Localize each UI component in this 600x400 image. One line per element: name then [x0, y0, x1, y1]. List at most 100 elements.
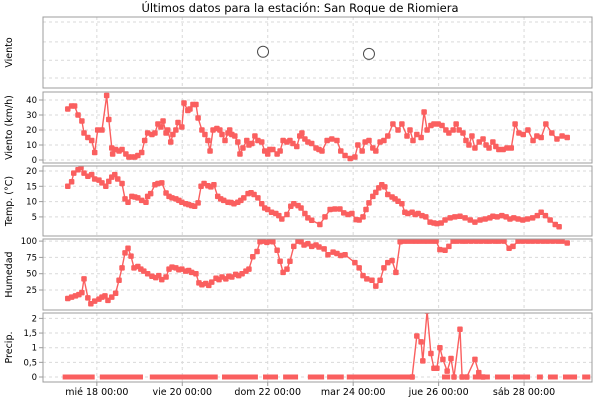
data-point: [220, 197, 227, 204]
precip-zero-band: [283, 374, 299, 380]
panel-hum: 25 50 75 100 Humedad: [4, 237, 593, 311]
data-point: [116, 277, 122, 283]
data-point: [472, 219, 478, 225]
panel-border: [42, 312, 593, 383]
x-tick-label: vie 20 00:00: [152, 387, 212, 398]
y-tick-label: 0,5: [23, 358, 37, 368]
data-point: [356, 265, 362, 271]
data-point: [477, 217, 483, 223]
data-point: [352, 259, 358, 266]
data-point: [332, 206, 338, 212]
data-point: [520, 239, 526, 244]
precip-zero-band: [149, 374, 218, 380]
data-point: [119, 265, 125, 271]
data-point: [68, 178, 75, 185]
data-point: [499, 212, 505, 219]
data-point: [473, 239, 479, 244]
data-point: [482, 216, 488, 222]
data-point: [287, 258, 293, 265]
data-point: [405, 239, 411, 244]
data-point: [515, 216, 521, 222]
data-point: [442, 247, 448, 253]
data-point: [511, 215, 517, 221]
data-point: [106, 116, 112, 123]
data-point: [308, 243, 315, 250]
data-point: [559, 239, 565, 244]
data-point: [112, 171, 118, 178]
data-point: [341, 210, 347, 216]
panel-prec: 0 0,5 1 1,5 2 Precip.: [4, 312, 593, 383]
data-point: [434, 365, 440, 371]
data-point: [91, 298, 98, 304]
data-point: [450, 127, 456, 133]
data-point: [325, 252, 331, 258]
data-point: [250, 253, 256, 260]
data-point: [494, 214, 500, 220]
data-point: [179, 124, 185, 130]
data-point: [291, 243, 297, 250]
data-point: [291, 200, 297, 207]
data-point: [122, 250, 128, 256]
data-point: [472, 145, 478, 151]
data-point: [298, 205, 304, 211]
data-point: [202, 131, 208, 138]
y-tick-label: 0: [32, 373, 37, 383]
precip-zero-band: [327, 374, 344, 380]
data-point: [547, 217, 553, 223]
data-point: [525, 239, 531, 244]
panel-wind: 0 10 20 30 40 Viento (km/h): [4, 91, 593, 166]
data-point: [347, 155, 353, 162]
data-point: [510, 243, 516, 250]
y-tick-label: 1: [32, 344, 37, 354]
data-point: [319, 148, 325, 154]
data-point: [279, 216, 285, 222]
data-point: [187, 106, 193, 112]
panel-border: [42, 91, 593, 164]
data-point: [414, 131, 420, 138]
data-point: [440, 356, 446, 363]
data-point: [487, 239, 493, 244]
data-point: [112, 290, 119, 297]
data-point: [352, 154, 358, 160]
data-point: [209, 279, 215, 285]
precip-zero-band: [582, 374, 591, 380]
precip-zero-band: [536, 374, 543, 380]
data-point: [457, 213, 463, 220]
data-point: [385, 259, 391, 266]
precip-zero-band: [512, 374, 531, 380]
data-point: [389, 257, 395, 264]
y-axis-label: Precip.: [4, 331, 15, 363]
data-point: [193, 270, 199, 277]
data-point: [373, 189, 379, 196]
data-point: [369, 277, 375, 283]
data-point: [284, 266, 290, 272]
data-point: [464, 374, 470, 380]
data-point: [270, 239, 276, 245]
data-point: [141, 137, 148, 144]
data-point: [147, 190, 154, 197]
data-point: [255, 195, 261, 201]
data-point: [462, 215, 468, 221]
data-point: [102, 293, 108, 299]
data-point: [508, 145, 515, 151]
data-point: [138, 197, 145, 204]
data-point: [219, 131, 225, 138]
y-tick-label: 75: [26, 253, 37, 263]
data-point: [425, 239, 431, 244]
data-point: [165, 127, 171, 133]
y-tick-label: 100: [21, 237, 37, 247]
data-point: [205, 137, 211, 144]
x-tick-label: sáb 28 00:00: [493, 387, 555, 398]
data-point: [428, 350, 434, 357]
y-tick-label: 25: [26, 286, 37, 296]
data-point: [529, 215, 536, 221]
data-point: [94, 127, 101, 133]
data-point: [393, 269, 399, 276]
data-point: [417, 239, 423, 244]
data-point: [504, 145, 510, 151]
precip-zero-band: [495, 374, 510, 380]
data-point: [163, 274, 169, 280]
data-point: [434, 220, 440, 227]
data-point: [195, 200, 201, 206]
